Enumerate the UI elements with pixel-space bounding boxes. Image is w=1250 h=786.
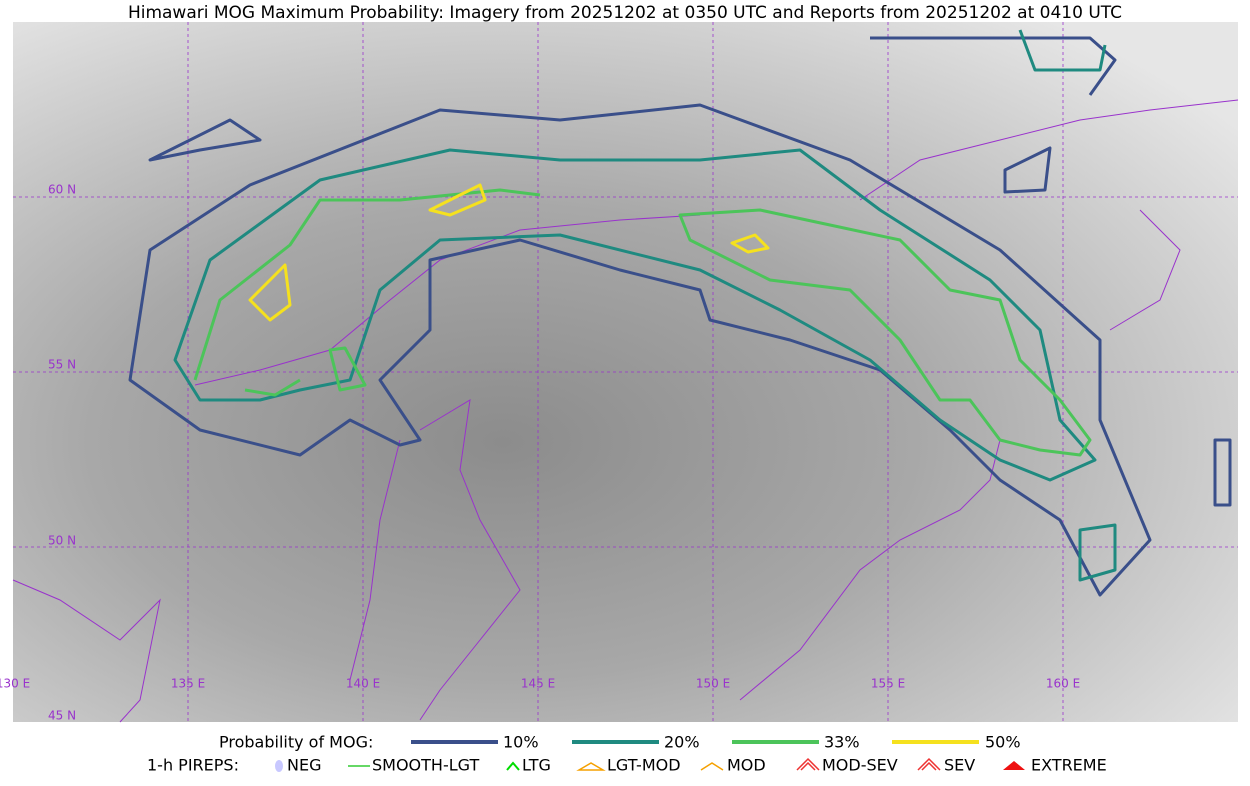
title: Himawari MOG Maximum Probability: Imager… (128, 3, 1122, 23)
legend-title: Probability of MOG: (219, 733, 373, 752)
pirep-icon (700, 762, 724, 771)
lat-label: 50 N (48, 534, 76, 548)
legend-label: 10% (503, 733, 539, 752)
pirep-icon (796, 757, 820, 771)
lat-label: 55 N (48, 358, 76, 372)
pirep-icon (1003, 761, 1025, 770)
legend-label: 20% (664, 733, 700, 752)
pirep-label: MOD (727, 756, 766, 775)
lon-label: 145 E (521, 677, 555, 691)
pirep-label: SEV (944, 756, 975, 775)
legend-label: 33% (824, 733, 860, 752)
legend-label: 50% (985, 733, 1021, 752)
pireps-title: 1-h PIREPS: (147, 756, 239, 775)
lon-label: 130 E (0, 677, 30, 691)
pirep-label: MOD-SEV (822, 756, 898, 775)
pirep-label: LGT-MOD (607, 756, 681, 775)
coastlines (12, 99, 1239, 723)
pirep-label: LTG (522, 756, 551, 775)
lat-label: 60 N (48, 183, 76, 197)
pirep-label: EXTREME (1031, 756, 1107, 775)
pirep-icon (506, 761, 520, 771)
contours (128, 29, 1232, 597)
pirep-icon (576, 762, 606, 771)
lon-label: 155 E (871, 677, 905, 691)
lon-labels: 130 E 135 E 140 E 145 E 150 E 155 E 160 … (0, 677, 1080, 691)
lon-label: 135 E (171, 677, 205, 691)
lat-labels: 60 N 55 N 50 N 45 N (48, 183, 76, 723)
pirep-label: NEG (287, 756, 321, 775)
legend: Probability of MOG: 10% 20% 33% 50% 1-h … (147, 733, 1107, 775)
pirep-label: SMOOTH-LGT (372, 756, 479, 775)
pirep-icon (275, 760, 283, 772)
lat-label: 45 N (48, 709, 76, 723)
lon-label: 140 E (346, 677, 380, 691)
pirep-icon (917, 757, 941, 771)
lon-label: 150 E (696, 677, 730, 691)
graticule (13, 22, 1238, 722)
lon-label: 160 E (1046, 677, 1080, 691)
